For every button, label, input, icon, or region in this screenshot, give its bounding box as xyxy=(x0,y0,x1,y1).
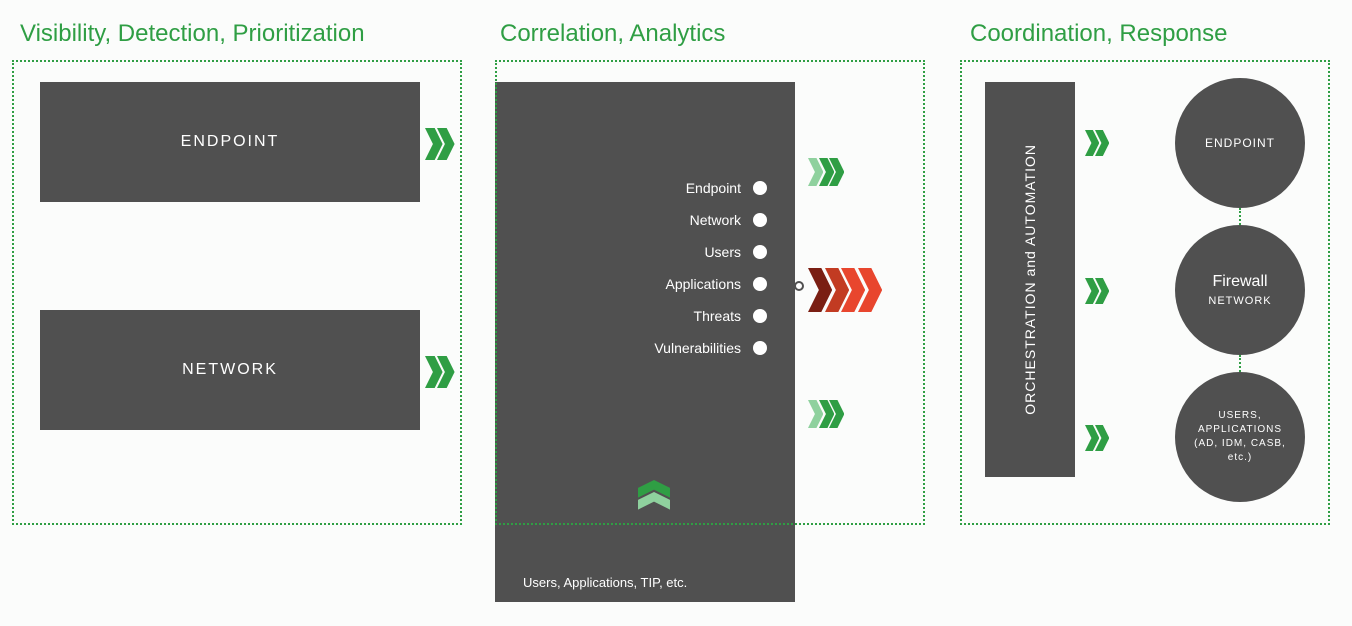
chevron-up-icon xyxy=(638,492,670,510)
circle-node-2: USERS,APPLICATIONS(AD, IDM, CASB,etc.) xyxy=(1175,372,1305,502)
arrow-orch-1 xyxy=(1085,278,1109,304)
circle-connector-2 xyxy=(1239,355,1241,372)
chevron-icon xyxy=(829,400,844,428)
arrow-mid-triple-1 xyxy=(808,400,844,428)
dashed-box-left xyxy=(12,60,462,525)
red-arrow-origin-line xyxy=(786,286,794,288)
arrow-orch-0 xyxy=(1085,130,1109,156)
orchestration-box: ORCHESTRATION and AUTOMATION xyxy=(985,82,1075,477)
arrow-mid-triple-0 xyxy=(808,158,844,186)
chevron-icon xyxy=(1095,130,1109,156)
arrow-center-red xyxy=(808,268,882,312)
section-title-right: Coordination, Response xyxy=(970,20,1228,48)
chevron-icon xyxy=(437,128,455,160)
analytics-footer: Users, Applications, TIP, etc. xyxy=(523,561,767,590)
chevron-icon xyxy=(437,356,455,388)
section-title-left: Visibility, Detection, Prioritization xyxy=(20,20,365,48)
circle-line: etc.) xyxy=(1228,451,1252,465)
arrow-orch-2 xyxy=(1085,425,1109,451)
arrow-left-to-mid-0 xyxy=(425,128,455,160)
circle-node-0: ENDPOINT xyxy=(1175,78,1305,208)
circle-node-1: FirewallNETWORK xyxy=(1175,225,1305,355)
circle-line: NETWORK xyxy=(1208,294,1271,309)
chevron-icon xyxy=(1095,278,1109,304)
circle-line: USERS, xyxy=(1218,409,1261,423)
chevron-icon xyxy=(858,268,882,312)
chevron-icon xyxy=(829,158,844,186)
orchestration-label: ORCHESTRATION and AUTOMATION xyxy=(1022,144,1038,415)
section-title-middle: Correlation, Analytics xyxy=(500,20,725,48)
arrow-left-to-mid-1 xyxy=(425,356,455,388)
circle-line: Firewall xyxy=(1212,271,1267,293)
chevron-icon xyxy=(1095,425,1109,451)
circle-line: ENDPOINT xyxy=(1205,135,1275,152)
red-arrow-origin-dot xyxy=(794,281,804,291)
circle-connector-1 xyxy=(1239,208,1241,225)
circle-line: APPLICATIONS xyxy=(1198,423,1282,437)
arrow-up-into-panel xyxy=(638,480,670,510)
circle-line: (AD, IDM, CASB, xyxy=(1194,437,1286,451)
